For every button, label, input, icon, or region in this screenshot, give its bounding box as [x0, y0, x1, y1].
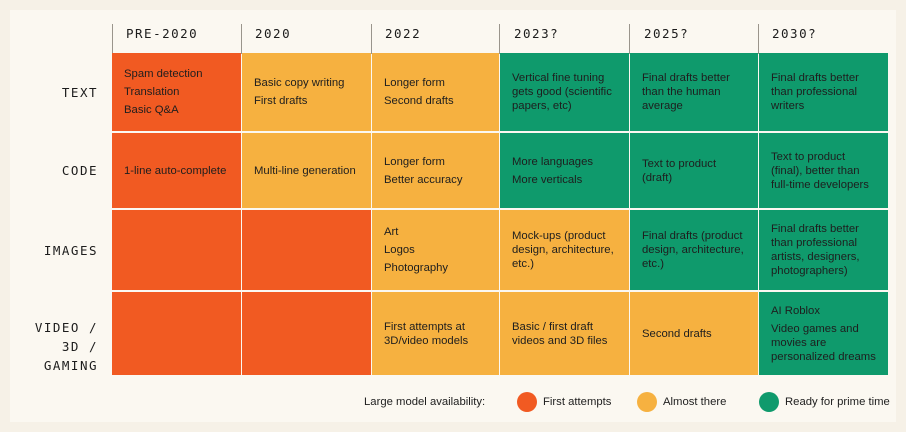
column-header-6: 2030? — [772, 26, 818, 41]
cell-r3-c2 — [242, 210, 371, 290]
legend-label-prime-time: Ready for prime time — [785, 396, 890, 408]
cell-r3-c1 — [112, 210, 241, 290]
column-divider — [629, 24, 630, 54]
cell-r3-c5: Final drafts (product design, architectu… — [630, 210, 758, 290]
cell-r4-c3: First attempts at 3D/video models — [372, 292, 499, 375]
column-divider — [241, 24, 242, 54]
cell-text: Translation — [124, 86, 180, 98]
cell-text: Logos — [384, 244, 415, 256]
cell-text: Photography — [384, 262, 449, 274]
column-header-1: PRE-2020 — [126, 26, 199, 41]
cell-text: Art — [384, 226, 399, 238]
cell-text: Video games and movies are personalized … — [771, 322, 876, 363]
column-header-4: 2023? — [514, 26, 560, 41]
cell-r1-c4: Vertical fine tuning gets good (scientif… — [500, 53, 629, 131]
row-label-4: VIDEO /3D / GAMING — [34, 320, 98, 373]
cell-text: Multi-line generation — [254, 164, 356, 177]
cell-r4-c6: AI Roblox Video games and movies are pers… — [759, 292, 888, 375]
row-label-2: CODE — [61, 163, 98, 178]
column-header-5: 2025? — [644, 26, 690, 41]
cell-r4-c4: Basic / first draft videos and 3D files — [500, 292, 629, 375]
legend-label-first-attempts: First attempts — [543, 396, 612, 408]
cell-r3-c4: Mock-ups (product design, architecture, … — [500, 210, 629, 290]
cell-r3-c3: Art Logos Photography — [372, 210, 499, 290]
legend-swatch-almost-there — [637, 392, 657, 412]
cell-text: Text to product (draft) — [642, 157, 717, 184]
cell-text: Better accuracy — [384, 173, 463, 186]
legend-swatch-prime-time — [759, 392, 779, 412]
cell-text: Basic / first draft videos and 3D files — [512, 320, 608, 347]
cell-text: First attempts at 3D/video models — [384, 320, 469, 347]
legend-label-almost-there: Almost there — [663, 396, 727, 408]
cell-text: Basic Q&A — [124, 104, 179, 116]
cell-text: Second drafts — [384, 95, 454, 107]
column-divider — [371, 24, 372, 54]
cell-r4-c5: Second drafts — [630, 292, 758, 375]
cell-text: AI Roblox — [771, 304, 820, 317]
column-header-3: 2022 — [385, 26, 422, 41]
cell-r2-c1: 1-line auto-complete — [112, 133, 241, 208]
cell-r3-c6: Final drafts better than professional ar… — [759, 210, 888, 290]
cell-text: Final drafts (product design, architectu… — [642, 230, 744, 270]
column-divider — [499, 24, 500, 54]
cell-text: More verticals — [512, 173, 583, 186]
cell-text: Vertical fine tuning gets good (scientif… — [512, 72, 612, 112]
cell-r1-c5: Final drafts better than the human avera… — [630, 53, 758, 131]
column-divider — [112, 24, 113, 54]
cell-r1-c1: Spam detection Translation Basic Q&A — [112, 53, 241, 131]
row-label-1: TEXT — [61, 84, 98, 100]
cell-r2-c5: Text to product (draft) — [630, 133, 758, 208]
cell-r1-c2: Basic copy writing First drafts — [242, 53, 371, 131]
legend-title: Large model availability: — [364, 396, 486, 408]
cell-r2-c3: Longer form Better accuracy — [372, 133, 499, 208]
cell-text: Longer form — [384, 155, 445, 168]
column-divider — [758, 24, 759, 54]
row-label-3: IMAGES — [43, 242, 98, 258]
cell-text: Final drafts better than the human avera… — [642, 72, 730, 112]
column-header-2: 2020 — [255, 26, 292, 41]
cell-r2-c2: Multi-line generation — [242, 133, 371, 208]
cell-text: First drafts — [254, 95, 308, 107]
cell-text: Mock-ups (product design, architecture, … — [512, 230, 614, 270]
cell-r4-c2 — [242, 292, 371, 375]
cell-text: More languages — [512, 155, 594, 168]
cell-text: 1-line auto-complete — [124, 164, 227, 177]
cell-r2-c6: Text to product (final), better than ful… — [759, 133, 888, 208]
cell-text: Basic copy writing — [254, 77, 345, 89]
cell-text: Final drafts better than professional wr… — [771, 72, 859, 112]
cell-text: Text to product (final), better than ful… — [771, 150, 869, 191]
cell-text: Longer form — [384, 77, 445, 89]
cell-text: Second drafts — [642, 327, 712, 340]
cell-text: Spam detection — [124, 68, 203, 80]
cell-r1-c6: Final drafts better than professional wr… — [759, 53, 888, 131]
cell-r2-c4: More languages More verticals — [500, 133, 629, 208]
cell-r1-c3: Longer form Second drafts — [372, 53, 499, 131]
legend-swatch-first-attempts — [517, 392, 537, 412]
cell-r4-c1 — [112, 292, 241, 375]
cell-text: Final drafts better than professional ar… — [771, 223, 860, 277]
